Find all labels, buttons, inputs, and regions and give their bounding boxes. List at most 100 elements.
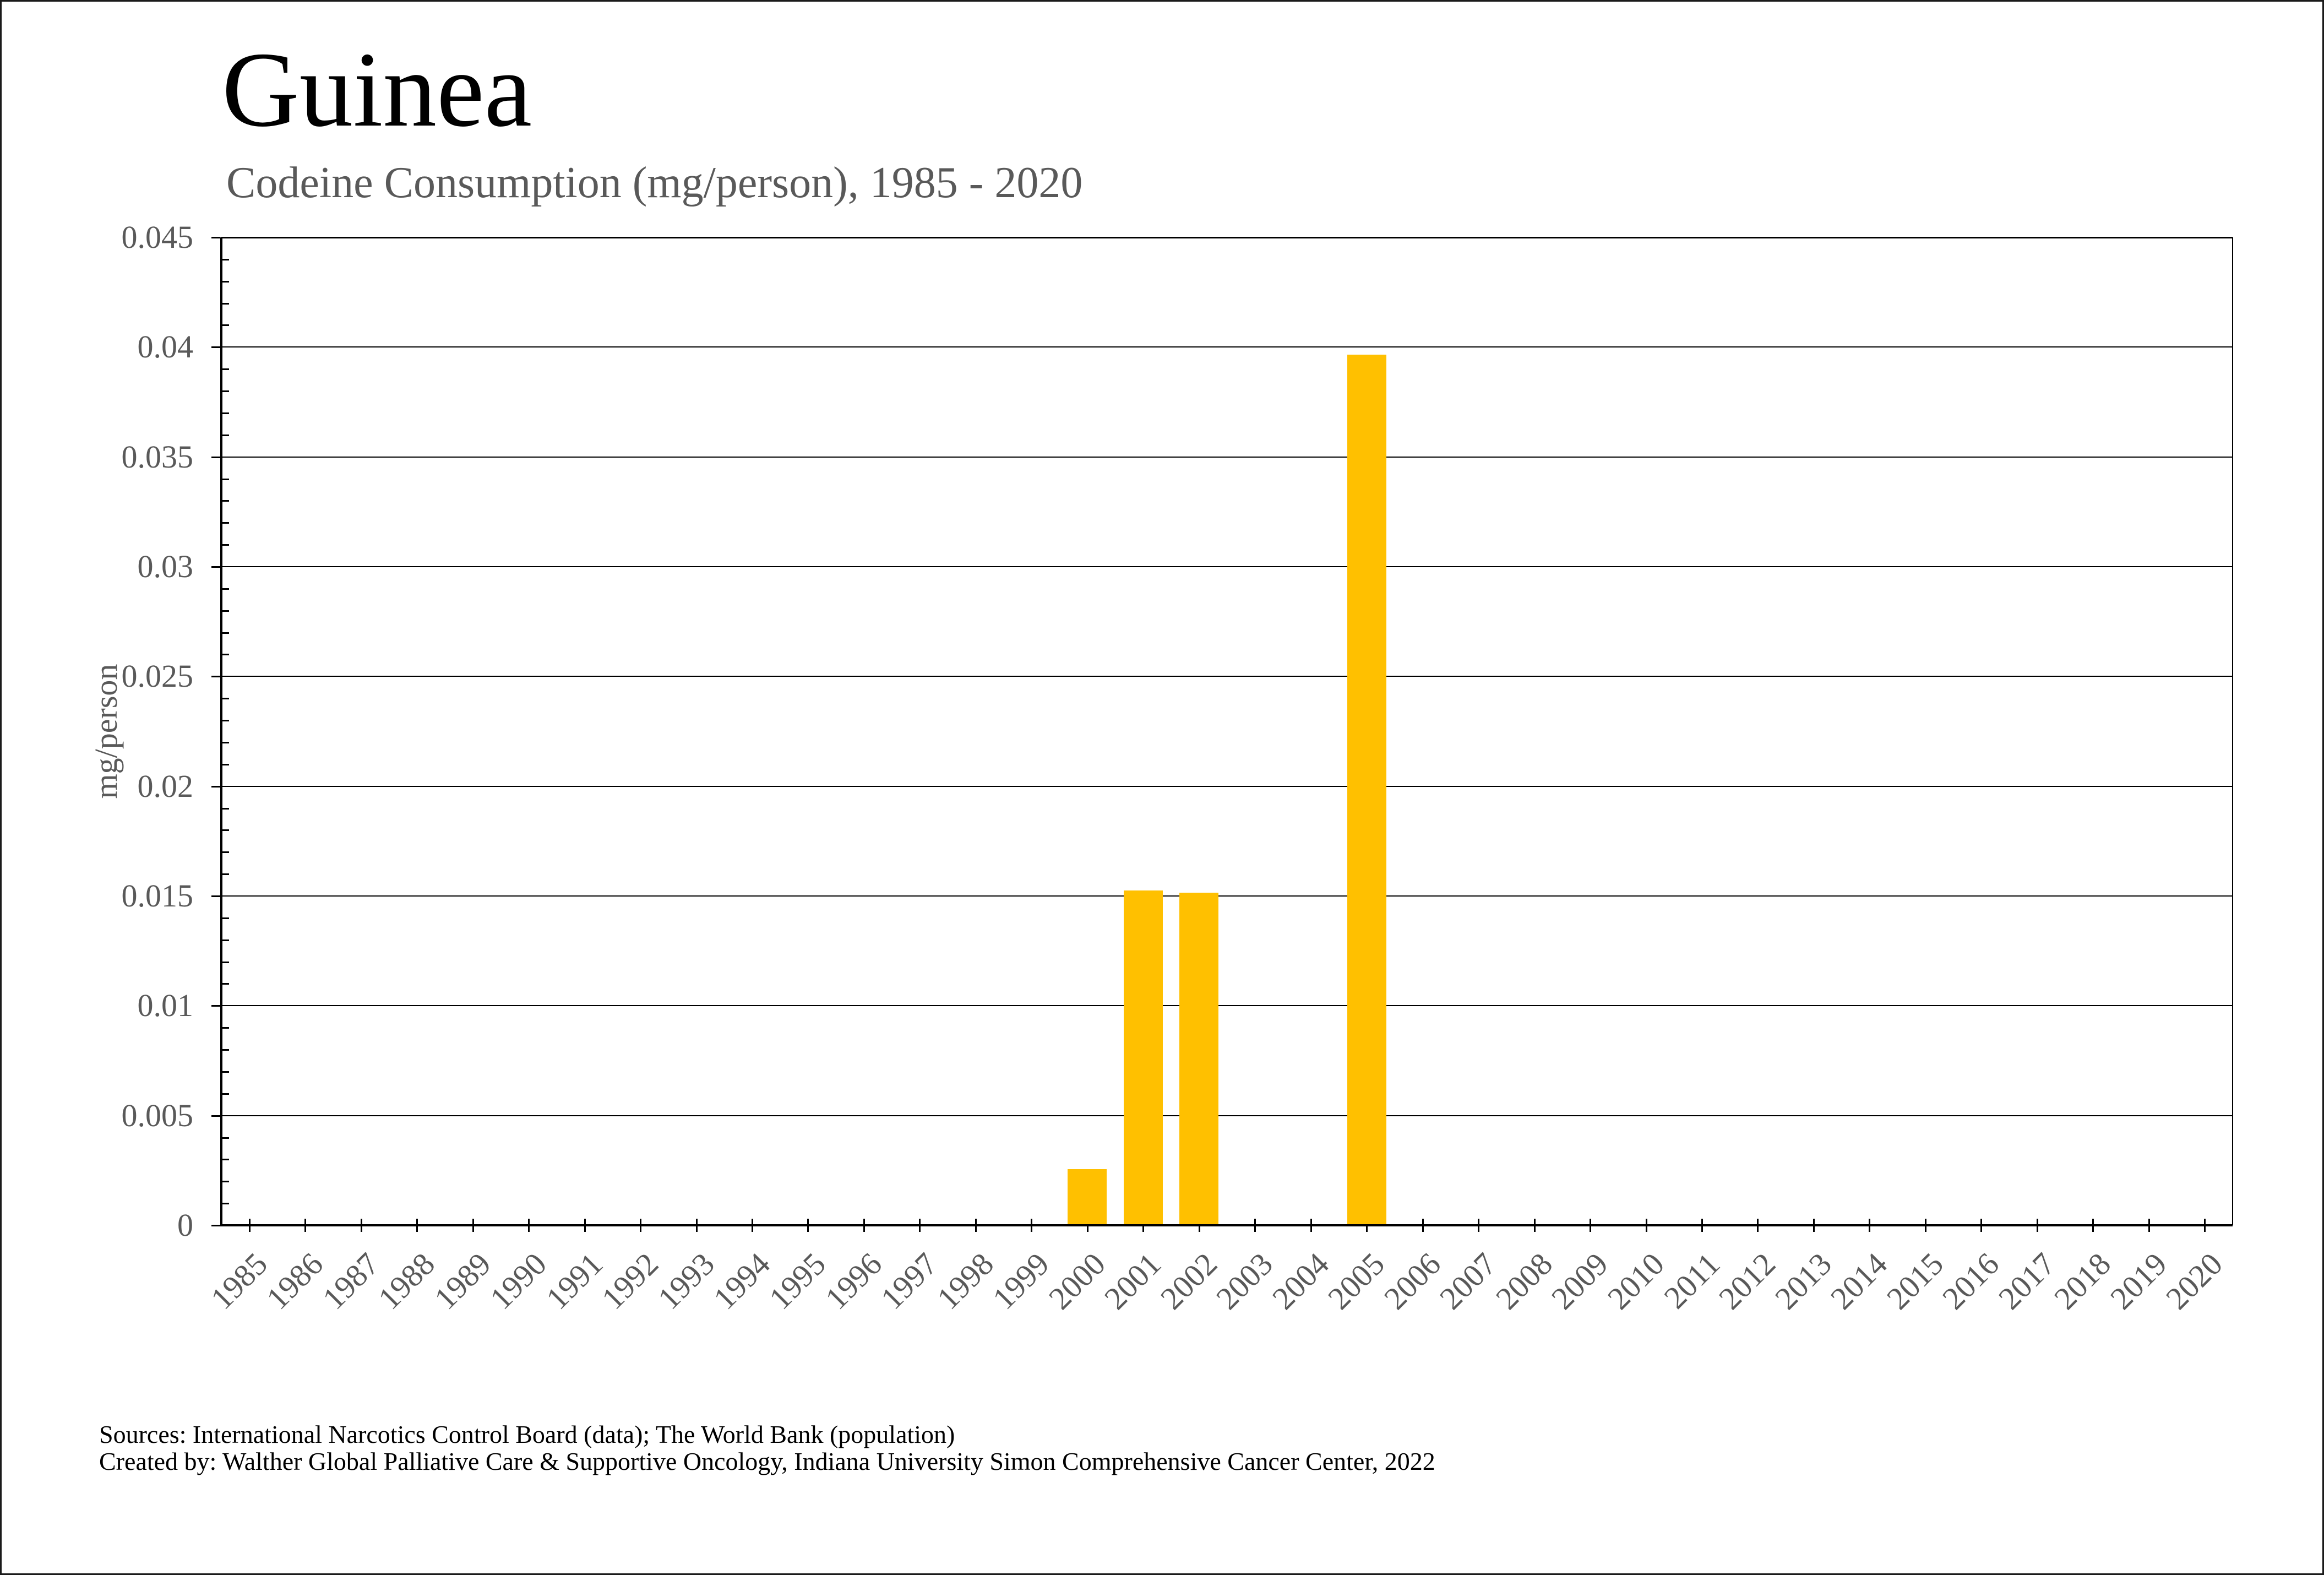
x-axis-tick (695, 1219, 698, 1232)
gridline (221, 895, 2233, 897)
y-axis-minor-tick (222, 1049, 229, 1051)
y-axis-major-tick (211, 676, 220, 678)
y-tick-label: 0.01 (137, 987, 194, 1024)
x-axis-tick (1924, 1219, 1926, 1232)
gridline (221, 785, 2233, 787)
y-axis-major-tick (211, 785, 220, 788)
x-axis-tick (919, 1219, 921, 1232)
y-axis-minor-tick (222, 1159, 229, 1161)
x-axis-tick (1310, 1219, 1312, 1232)
plot-border-right (2232, 237, 2233, 1225)
y-axis-major-tick (211, 237, 220, 238)
y-axis-minor-tick (222, 390, 229, 393)
x-axis-tick (1422, 1219, 1424, 1232)
y-axis-minor-tick (222, 368, 229, 371)
x-tick-label: 2003 (1209, 1246, 1280, 1317)
x-axis-tick (1757, 1219, 1759, 1232)
x-axis-tick (1645, 1219, 1647, 1232)
y-axis-minor-tick (222, 258, 229, 260)
gridline (221, 456, 2233, 458)
y-tick-label: 0.04 (137, 329, 194, 365)
y-axis-minor-tick (222, 588, 229, 590)
x-axis-tick (975, 1219, 977, 1232)
y-axis-minor-tick (222, 1181, 229, 1183)
y-tick-label: 0 (177, 1207, 193, 1243)
x-tick-label: 2017 (1991, 1246, 2062, 1317)
y-tick-label: 0.02 (137, 768, 194, 804)
x-axis-tick (1701, 1219, 1703, 1232)
x-tick-label: 2009 (1544, 1246, 1615, 1317)
x-axis-tick (751, 1219, 753, 1232)
y-axis-minor-tick (222, 478, 229, 480)
y-axis-major-tick (211, 1005, 220, 1007)
plot-border-top (221, 237, 2233, 238)
gridline (221, 566, 2233, 567)
y-axis-minor-tick (222, 412, 229, 414)
x-axis-tick (807, 1219, 809, 1232)
y-axis-major-tick (211, 566, 220, 568)
y-axis-minor-tick (222, 829, 229, 832)
x-tick-label: 2002 (1153, 1246, 1224, 1317)
x-axis-tick (1590, 1219, 1592, 1232)
y-axis-minor-tick (222, 610, 229, 612)
source-line-2: Created by: Walther Global Palliative Ca… (99, 1447, 1435, 1475)
chart-subtitle: Codeine Consumption (mg/person), 1985 - … (226, 159, 1083, 207)
y-axis-major-tick (211, 346, 220, 349)
x-tick-label: 2012 (1712, 1246, 1783, 1317)
x-axis-tick (528, 1219, 530, 1232)
bar-2002 (1179, 893, 1219, 1224)
x-tick-label: 1997 (874, 1246, 945, 1317)
x-axis-tick (2148, 1219, 2150, 1232)
y-axis-major-tick (211, 895, 220, 897)
y-tick-label: 0.035 (121, 438, 194, 475)
x-tick-label: 1986 (259, 1246, 330, 1317)
x-axis-tick (2036, 1219, 2038, 1232)
gridline (221, 1005, 2233, 1007)
y-axis-minor-tick (222, 1137, 229, 1139)
y-axis-minor-tick (222, 741, 229, 743)
source-line-1: Sources: International Narcotics Control… (99, 1420, 955, 1448)
y-axis-major-tick (211, 1115, 220, 1117)
x-tick-label: 1993 (650, 1246, 721, 1317)
x-axis-line (221, 1224, 2233, 1226)
x-tick-label: 2001 (1097, 1246, 1168, 1317)
y-axis-line (220, 237, 222, 1226)
x-axis-tick (416, 1219, 418, 1232)
bar-2005 (1347, 355, 1386, 1224)
x-tick-label: 2007 (1433, 1246, 1504, 1317)
y-axis-minor-tick (222, 983, 229, 985)
x-axis-tick (1366, 1219, 1368, 1232)
y-axis-minor-tick (222, 324, 229, 327)
x-axis-tick (1254, 1219, 1256, 1232)
x-tick-label: 1985 (203, 1246, 274, 1317)
x-axis-tick (304, 1219, 307, 1232)
x-tick-label: 2013 (1768, 1246, 1839, 1317)
x-axis-tick (1086, 1219, 1088, 1232)
y-axis-minor-tick (222, 1203, 229, 1205)
x-axis-tick (1198, 1219, 1200, 1232)
x-tick-label: 2006 (1376, 1246, 1447, 1317)
y-tick-label: 0.045 (121, 219, 194, 255)
y-tick-label: 0.005 (121, 1097, 194, 1133)
x-axis-tick (1533, 1219, 1536, 1232)
x-axis-tick (360, 1219, 362, 1232)
y-axis-minor-tick (222, 1071, 229, 1073)
x-axis-tick (1813, 1219, 1815, 1232)
x-axis-tick (584, 1219, 586, 1232)
y-axis-minor-tick (222, 961, 229, 963)
y-axis-minor-tick (222, 522, 229, 524)
y-tick-label: 0.025 (121, 658, 194, 694)
x-tick-label: 1995 (762, 1246, 833, 1317)
x-axis-tick (2092, 1219, 2094, 1232)
gridline (221, 676, 2233, 677)
x-axis-tick (472, 1219, 474, 1232)
x-tick-label: 2004 (1265, 1246, 1336, 1317)
y-axis-minor-tick (222, 807, 229, 810)
x-axis-tick (1980, 1219, 1983, 1232)
x-tick-label: 1989 (427, 1246, 498, 1317)
x-tick-label: 2019 (2103, 1246, 2174, 1317)
x-tick-label: 1994 (706, 1246, 777, 1317)
x-tick-label: 2011 (1657, 1246, 1727, 1316)
y-axis-minor-tick (222, 544, 229, 546)
